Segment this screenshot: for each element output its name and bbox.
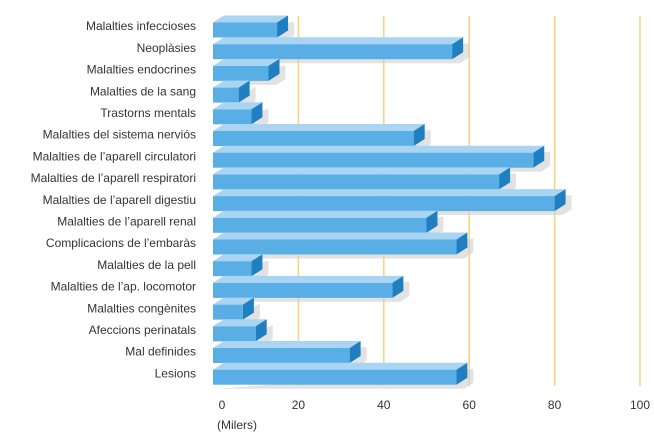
bar-front [213, 44, 453, 60]
bar-front [213, 239, 457, 255]
bar [213, 37, 470, 64]
bar-side [452, 37, 464, 60]
y-tick-label: Malalties de la pell [97, 258, 196, 272]
bar-top [213, 58, 280, 66]
bar-front [213, 174, 500, 190]
bar-front [213, 282, 393, 298]
bar-side [238, 80, 250, 103]
x-tick-label: 80 [548, 398, 562, 412]
y-tick-label: Malalties endocrines [87, 63, 196, 77]
bar [213, 15, 295, 42]
bar-side [392, 275, 404, 298]
bar-side [242, 297, 254, 320]
bar-top [213, 297, 254, 305]
bar-top [213, 102, 263, 110]
bar [213, 319, 273, 346]
bar-top [213, 319, 267, 327]
bar-side [499, 167, 511, 190]
y-tick-label: Malalties de l’aparell circulatori [33, 149, 196, 163]
bar [213, 210, 444, 237]
y-tick-label: Complicacions de l’embaràs [46, 236, 196, 250]
x-tick-label: 60 [463, 398, 477, 412]
bar-top [213, 232, 468, 240]
y-tick-label: Malalties de l’ap. locomotor [51, 280, 196, 294]
bar [213, 80, 256, 107]
x-tick-label: 0 [219, 398, 226, 412]
bar-side [251, 254, 263, 277]
bar-top [213, 189, 566, 197]
y-tick-label: Malalties infeccioses [86, 19, 196, 33]
y-tick-label: Malalties del sistema nerviós [43, 128, 196, 142]
bar-front [213, 348, 350, 363]
x-tick-label: 20 [292, 398, 306, 412]
bar [213, 145, 551, 172]
bar-front [213, 65, 269, 81]
bar [213, 297, 260, 324]
bar-front [213, 109, 252, 125]
bar [213, 232, 474, 259]
y-tick-label: Lesions [155, 366, 196, 380]
bar-side [456, 232, 468, 255]
bar-side [268, 58, 280, 81]
bar-top [213, 210, 438, 218]
bar-top [213, 275, 404, 283]
bar [213, 58, 286, 85]
bar [213, 254, 269, 281]
bar-front [213, 152, 534, 168]
y-tick-label: Trastorns mentals [100, 106, 196, 120]
bar-side [533, 145, 545, 168]
x-axis-label: (Milers) [217, 418, 257, 432]
bar-side [554, 189, 566, 212]
bar [213, 275, 410, 302]
bar-top [213, 254, 263, 262]
bar-side [277, 15, 289, 38]
y-tick-label: Malalties congènites [87, 301, 196, 315]
bar-front [213, 131, 414, 146]
y-tick-label: Malalties de l’aparell digestiu [43, 193, 196, 207]
bar-top [213, 145, 545, 153]
bar [213, 167, 517, 194]
bar-top [213, 362, 468, 370]
bar [213, 189, 572, 216]
bar-side [456, 362, 468, 385]
x-tick-label: 40 [377, 398, 391, 412]
bar [213, 362, 474, 389]
y-tick-label: Afeccions perinatals [89, 323, 196, 337]
bar [213, 341, 367, 367]
x-tick-label: 100 [630, 398, 650, 412]
bar-front [213, 369, 457, 385]
bar-front [213, 22, 278, 38]
bar-front [213, 261, 252, 277]
bar-front [213, 217, 427, 233]
y-tick-label: Malalties de la sang [90, 84, 196, 98]
bar [213, 102, 269, 129]
bar-side [251, 102, 263, 125]
bar-top [213, 341, 361, 348]
bar-front [213, 326, 256, 342]
bar-top [213, 124, 425, 131]
y-tick-label: Mal definides [125, 345, 196, 359]
y-tick-label: Neoplàsies [137, 41, 196, 55]
bar-top [213, 167, 511, 175]
bar-top [213, 80, 250, 88]
bar-top [213, 15, 289, 23]
y-tick-label: Malalties de l’aparell renal [57, 214, 196, 228]
bar [213, 124, 431, 150]
bar-side [426, 210, 438, 233]
bar-side [349, 341, 361, 363]
bar-side [413, 124, 425, 146]
bar-side [255, 319, 267, 342]
y-tick-label: Malalties de l’aparell respiratori [31, 171, 196, 185]
bar-top [213, 37, 464, 45]
bar-front [213, 304, 243, 320]
bar-front [213, 196, 555, 212]
bar-front [213, 87, 239, 103]
